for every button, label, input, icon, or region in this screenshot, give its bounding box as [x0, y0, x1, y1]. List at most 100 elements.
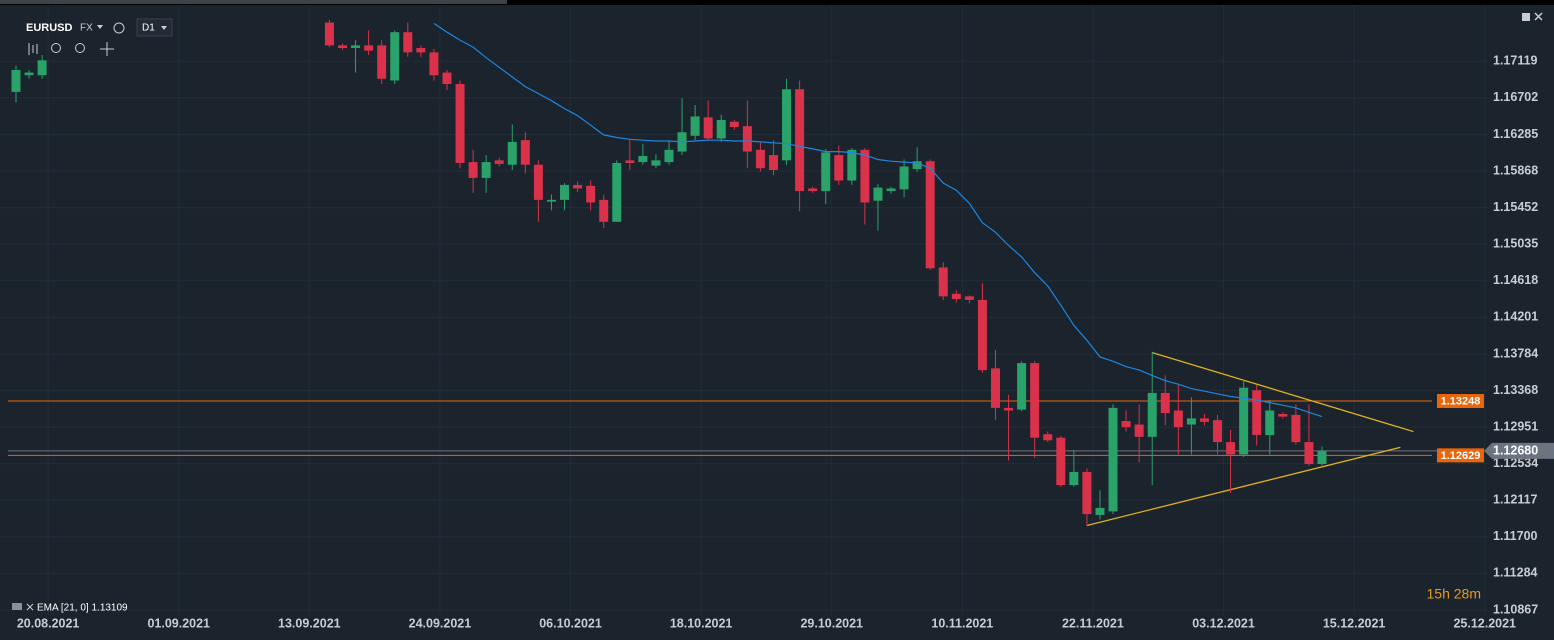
candle-body: [468, 162, 478, 178]
candle-body: [324, 22, 334, 46]
candle-body: [821, 152, 831, 192]
candle-body: [729, 121, 739, 127]
candle-body: [1199, 418, 1209, 422]
timeframe-dropdown[interactable]: [161, 26, 167, 30]
legend-icon[interactable]: [12, 603, 22, 610]
y-tick-label: 1.15868: [1493, 163, 1538, 177]
candle-body: [716, 119, 726, 139]
indicator-legend: EMA [21, 0] 1.13109: [37, 603, 128, 614]
candle-body: [533, 164, 543, 200]
candle-body: [24, 72, 34, 76]
x-tick-label: 03.12.2021: [1192, 616, 1255, 630]
candle-body: [625, 160, 635, 163]
candle-body: [886, 188, 896, 192]
candle-body: [951, 293, 961, 300]
candle-body: [912, 161, 922, 170]
y-tick-label: 1.11284: [1493, 566, 1538, 580]
info-icon[interactable]: [113, 22, 125, 34]
y-tick-label: 1.11700: [1493, 529, 1538, 543]
plot: [0, 5, 1488, 615]
x-tick-label: 18.10.2021: [670, 616, 733, 630]
y-tick-label: 1.10867: [1493, 602, 1538, 616]
y-tick-label: 1.12117: [1493, 493, 1538, 507]
trendline: [1152, 351, 1414, 433]
y-tick-label: 1.17119: [1493, 54, 1538, 68]
x-tick-label: 15.12.2021: [1323, 616, 1386, 630]
candle-body: [338, 45, 347, 49]
top-bar: [0, 0, 1554, 5]
toolbar: EURUSD FX D1: [12, 12, 1543, 611]
zoom-in-icon[interactable]: [75, 43, 85, 53]
x-tick-label: 20.08.2021: [17, 616, 80, 630]
candle-body: [847, 149, 857, 181]
candle-body: [938, 267, 948, 297]
symbol[interactable]: EURUSD: [26, 22, 73, 34]
candle-body: [795, 89, 805, 192]
last-price-label: 1.12680: [1493, 444, 1538, 458]
timeframe[interactable]: D1: [142, 23, 155, 34]
candle-body: [1160, 392, 1170, 414]
price-tag-label: 1.12629: [1441, 450, 1481, 462]
maximize-icon[interactable]: [1522, 13, 1530, 21]
candle-body: [1213, 420, 1223, 443]
candle-body: [573, 184, 583, 189]
last-price-tag: [1484, 442, 1554, 459]
x-tick-label: 29.10.2021: [800, 616, 863, 630]
candle-body: [1147, 392, 1157, 437]
candle-body: [403, 32, 413, 53]
candle-body: [742, 126, 752, 152]
zoom-out-icon[interactable]: [51, 43, 61, 53]
y-tick-label: 1.16285: [1493, 127, 1538, 141]
candle-body: [899, 166, 909, 190]
legend-close[interactable]: [26, 603, 34, 611]
y-tick-label: 1.12534: [1493, 456, 1538, 470]
market-dropdown[interactable]: [97, 25, 103, 29]
candle-body: [768, 155, 778, 171]
candle-body: [455, 83, 465, 163]
candle-body: [755, 149, 765, 169]
y-tick-label: 1.12951: [1493, 419, 1538, 433]
price-tag: [1437, 448, 1484, 463]
timeframe-box[interactable]: [136, 18, 173, 37]
x-tick-label: 22.11.2021: [1062, 616, 1124, 630]
y-tick-label: 1.15035: [1493, 236, 1538, 250]
x-tick-label: 24.09.2021: [409, 616, 472, 630]
candle-body: [1252, 390, 1262, 436]
candle-body: [1304, 442, 1314, 465]
x-tick-label: 13.09.2021: [278, 616, 341, 630]
x-tick-label: 01.09.2021: [147, 616, 210, 630]
chart-type-icon[interactable]: [28, 43, 38, 55]
candle-body: [37, 60, 47, 76]
candle-body: [964, 296, 974, 300]
candle-body: [638, 155, 648, 163]
price-tag-label: 1.13248: [1441, 395, 1481, 407]
y-tick-label: 1.13784: [1493, 346, 1538, 360]
candle-body: [507, 141, 517, 165]
candle-body: [351, 45, 361, 49]
y-tick-label: 1.15452: [1493, 200, 1538, 214]
y-tick-label: 1.16702: [1493, 90, 1538, 104]
x-tick-label: 06.10.2021: [539, 616, 602, 630]
pan-icon[interactable]: [100, 42, 114, 56]
candle-body: [651, 160, 661, 166]
ema-line: [433, 22, 1323, 418]
candle-body: [1030, 363, 1040, 438]
market[interactable]: FX: [80, 23, 93, 34]
candle-body: [1265, 410, 1275, 436]
x-tick-label: 25.12.2021: [1453, 616, 1516, 630]
close-icon[interactable]: [1534, 12, 1543, 21]
y-tick-label: 1.13368: [1493, 383, 1538, 397]
candle-body: [1108, 407, 1118, 512]
candle-body: [991, 368, 1000, 408]
candle-body: [1095, 507, 1105, 515]
candle-body: [11, 69, 21, 92]
candle-body: [1226, 442, 1236, 455]
candle-body: [860, 149, 870, 203]
candle-body: [1239, 387, 1249, 455]
candle-body: [1291, 414, 1301, 443]
y-tick-label: 1.14201: [1493, 310, 1538, 324]
candle-body: [1121, 421, 1131, 428]
candle-body: [442, 72, 452, 84]
candle-body: [364, 45, 374, 51]
candle-body: [494, 160, 504, 164]
